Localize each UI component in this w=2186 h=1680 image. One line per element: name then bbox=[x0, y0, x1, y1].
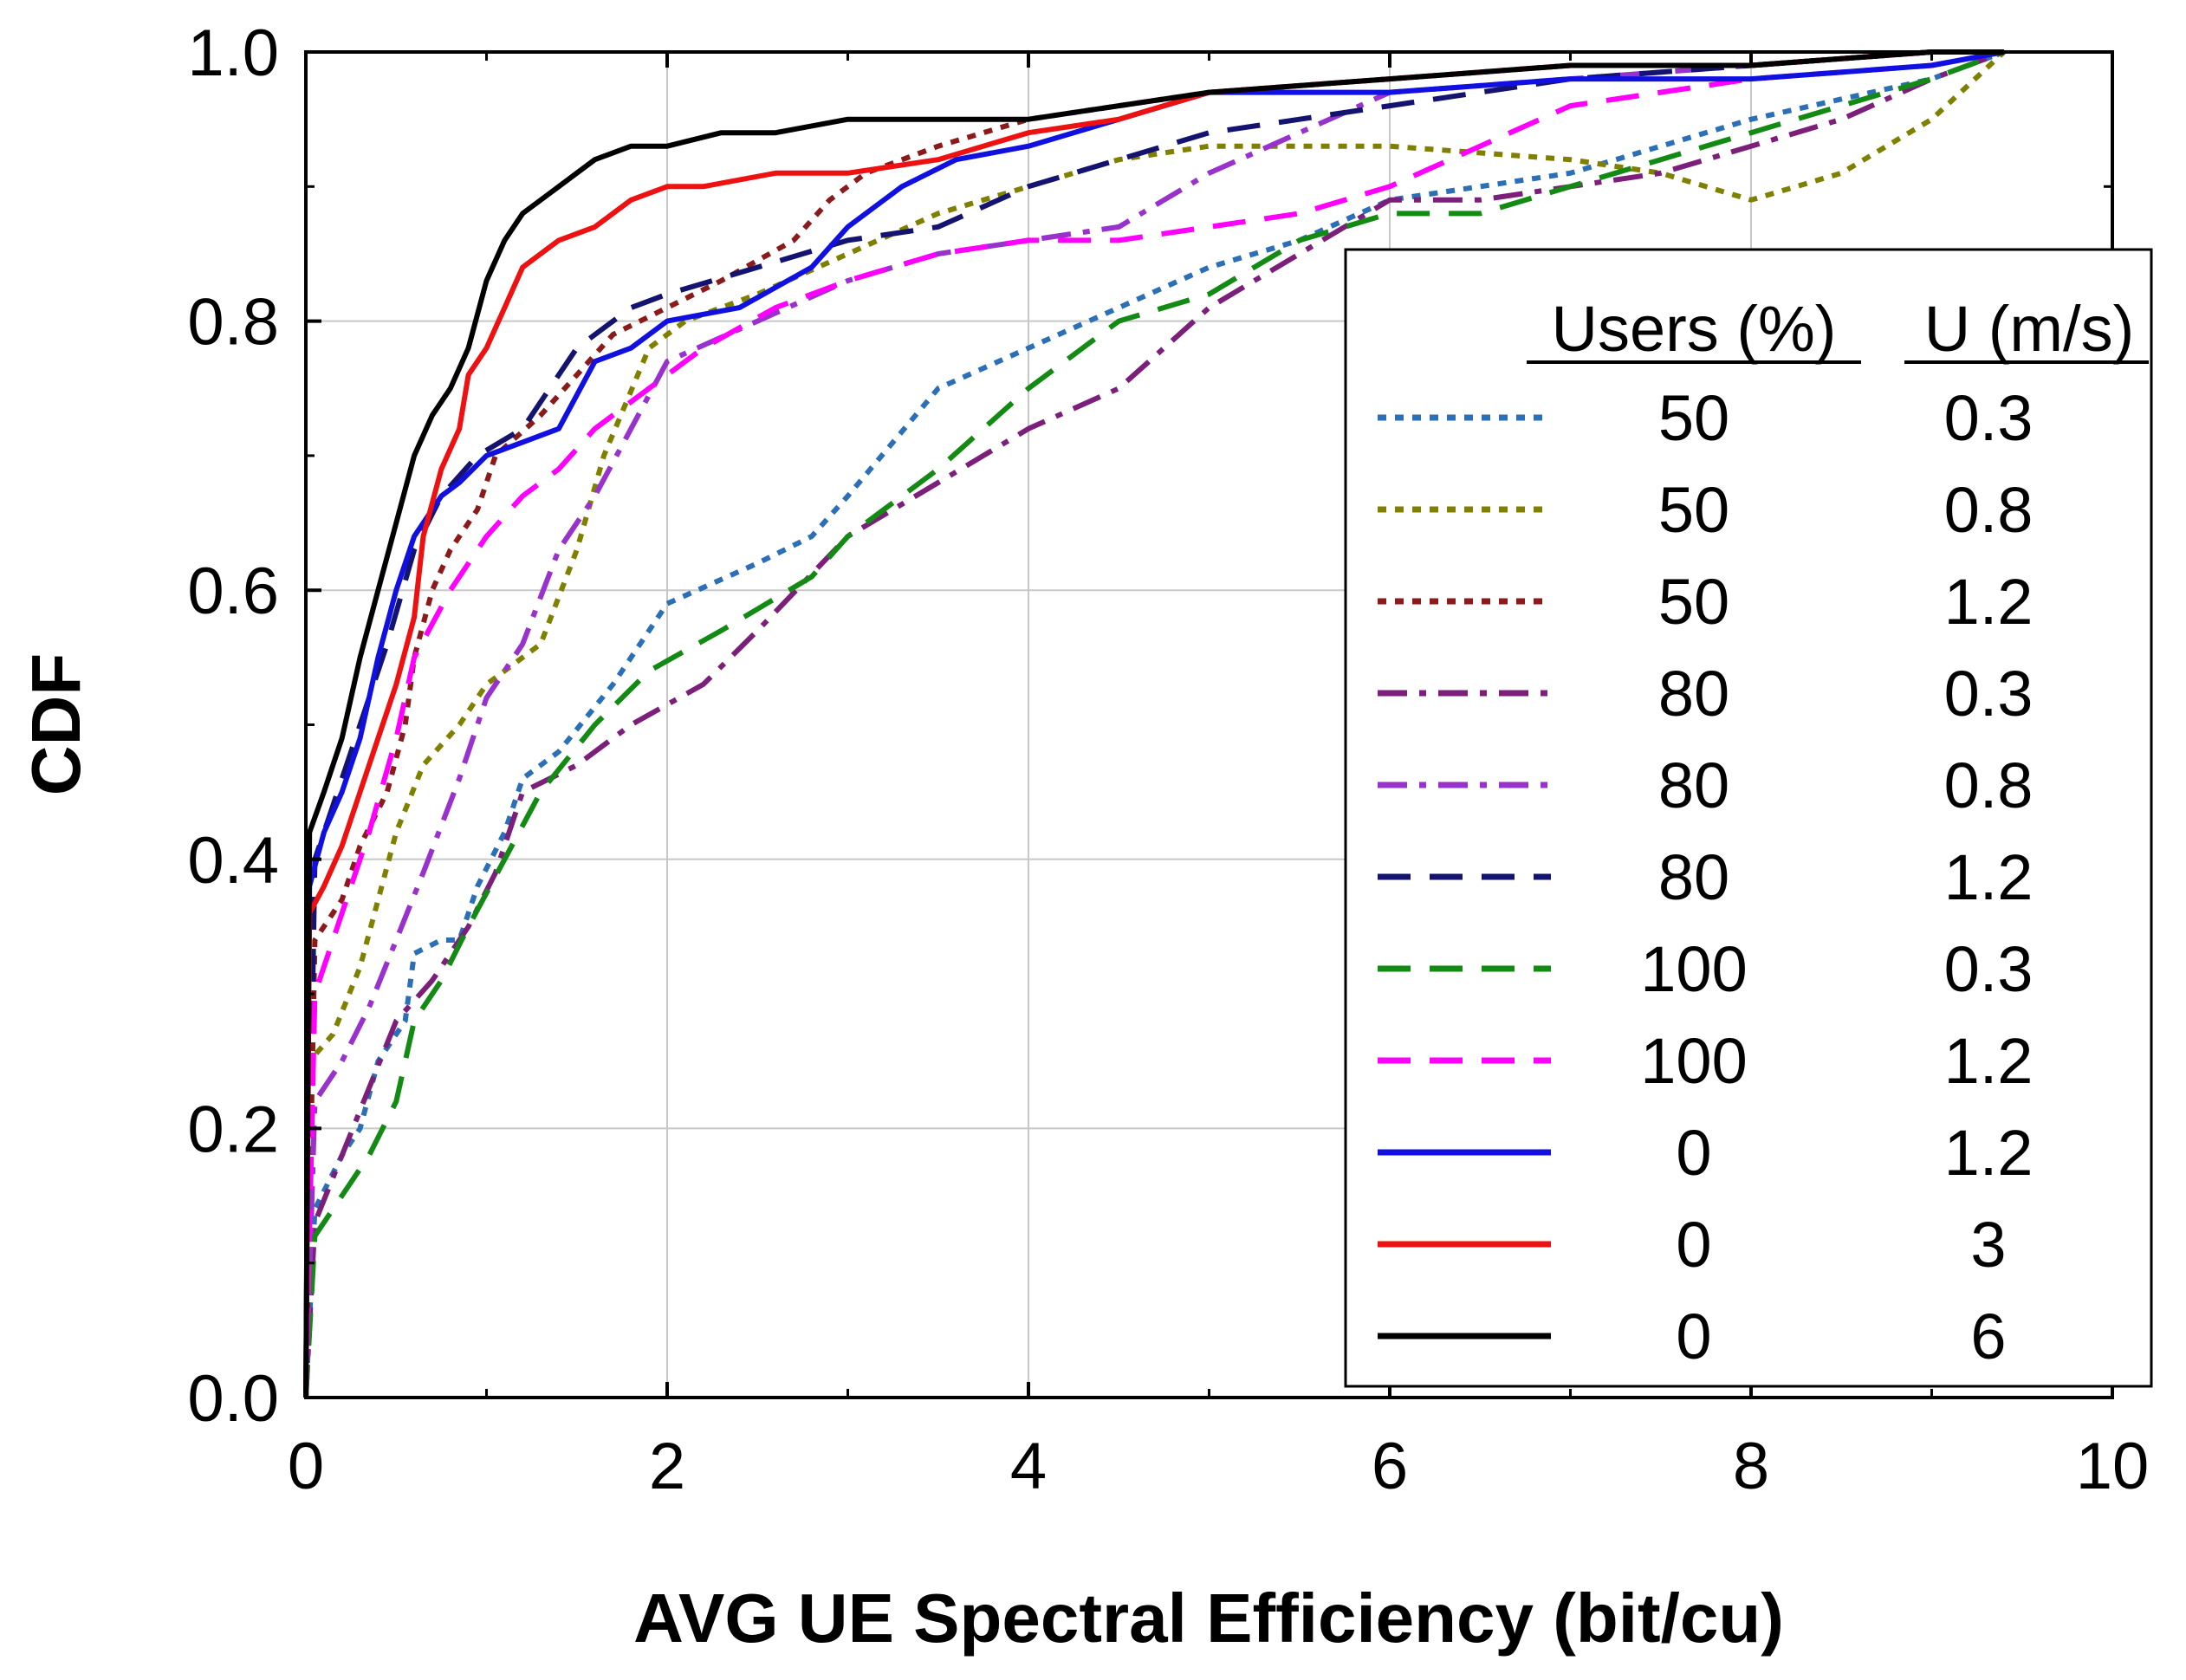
legend-u-value: 1.2 bbox=[1944, 1117, 2034, 1189]
series-line-users-50-u-0.3 bbox=[303, 49, 2005, 1398]
x-tick-label: 2 bbox=[649, 1430, 685, 1503]
series-line-users-100-u-0.3 bbox=[303, 49, 2005, 1398]
y-tick-label: 0.0 bbox=[187, 1362, 279, 1436]
legend-u-value: 3 bbox=[1970, 1209, 2006, 1281]
series-line-users-50-u-0.8 bbox=[303, 49, 2006, 1398]
x-tick-label: 8 bbox=[1733, 1430, 1769, 1503]
legend-u-value: 1.2 bbox=[1944, 566, 2034, 638]
y-tick-label: 0.6 bbox=[187, 555, 279, 628]
legend-users-value: 80 bbox=[1658, 749, 1729, 821]
legend-users-value: 80 bbox=[1658, 841, 1729, 913]
legend-users-value: 50 bbox=[1658, 382, 1729, 454]
legend-users-value: 50 bbox=[1658, 566, 1729, 638]
legend-u-value: 0.3 bbox=[1944, 933, 2034, 1005]
x-axis-title: AVG UE Spectral Efficiency (bit/cu) bbox=[633, 1579, 1784, 1657]
legend-u-value: 0.8 bbox=[1944, 474, 2034, 546]
y-tick-label: 1.0 bbox=[187, 16, 279, 90]
series-line-users-100-u-1.2 bbox=[303, 49, 2005, 1398]
legend-users-value: 100 bbox=[1640, 1025, 1747, 1097]
legend-box bbox=[1344, 248, 2153, 1388]
series-line-users-0-u-6 bbox=[303, 49, 2004, 1398]
legend-u-value: 0.3 bbox=[1944, 382, 2034, 454]
legend-header-u: U (m/s) bbox=[1924, 293, 2135, 365]
series-line-users-80-u-1.2 bbox=[303, 49, 2004, 1398]
legend-users-value: 0 bbox=[1676, 1117, 1711, 1189]
legend-users-value: 50 bbox=[1658, 474, 1729, 546]
legend-users-value: 100 bbox=[1640, 933, 1747, 1005]
legend: Users (%) U (m/s) 50 0.3 50 0.8 50 1.2 80 0.3 80… bbox=[1344, 248, 2153, 1388]
legend-u-value: 0.8 bbox=[1944, 749, 2034, 821]
legend-u-value: 0.3 bbox=[1944, 658, 2034, 730]
legend-u-value: 1.2 bbox=[1944, 841, 2034, 913]
series-lines bbox=[303, 49, 2006, 1398]
y-tick-label: 0.8 bbox=[187, 286, 279, 360]
legend-entries: 50 0.3 50 0.8 50 1.2 80 0.3 80 0.8 80 1.2 100 0.3 100 1… bbox=[1378, 382, 2033, 1372]
y-tick-label: 0.4 bbox=[187, 824, 279, 898]
legend-u-value: 6 bbox=[1970, 1301, 2006, 1372]
x-tick-label: 6 bbox=[1372, 1430, 1408, 1503]
x-tick-label: 0 bbox=[288, 1430, 324, 1503]
y-tick-label: 0.2 bbox=[187, 1093, 279, 1166]
legend-users-value: 0 bbox=[1676, 1209, 1711, 1281]
x-tick-label: 10 bbox=[2076, 1430, 2150, 1503]
legend-header-users: Users (%) bbox=[1552, 293, 1837, 365]
legend-users-value: 80 bbox=[1658, 658, 1729, 730]
y-axis-title: CDF bbox=[17, 653, 94, 795]
x-tick-label: 4 bbox=[1010, 1430, 1047, 1503]
axis-ticks: 0 2 4 6 8 10 0.0 0.2 0.4 0.6 0.8 1.0 bbox=[187, 16, 2149, 1503]
legend-users-value: 0 bbox=[1676, 1301, 1711, 1372]
series-line-users-0-u-1.2 bbox=[303, 49, 2005, 1398]
legend-u-value: 1.2 bbox=[1944, 1025, 2034, 1097]
